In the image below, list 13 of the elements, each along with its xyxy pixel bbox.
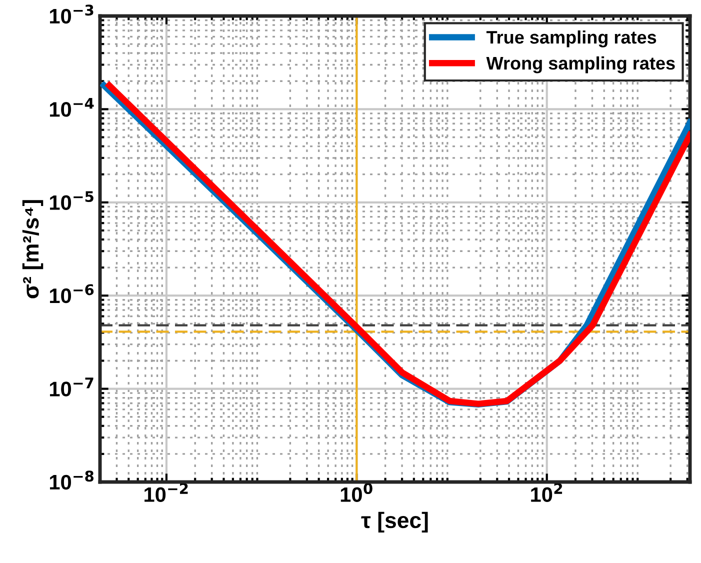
legend-label: True sampling rates [486,30,656,48]
x-tick-label: 10$^{2}$ [531,483,562,502]
y-tick-label: 10$^{−4}$ [50,98,94,117]
y-tick-label: 10$^{−3}$ [50,4,94,24]
x-axis-title: τ [sec] [361,512,428,533]
x-tick-label: 10$^{−2}$ [144,483,188,502]
y-tick-label: 10$^{−8}$ [50,470,94,490]
y-axis-title: σ² [m²/s⁴] [22,200,44,298]
y-tick-label: 10$^{−6}$ [50,284,94,304]
y-tick-label: 10$^{−7}$ [50,378,94,396]
legend-label: Wrong sampling rates [486,56,675,74]
x-tick-label: 10$^{0}$ [340,483,372,502]
y-tick-label: 10$^{−5}$ [50,191,94,210]
